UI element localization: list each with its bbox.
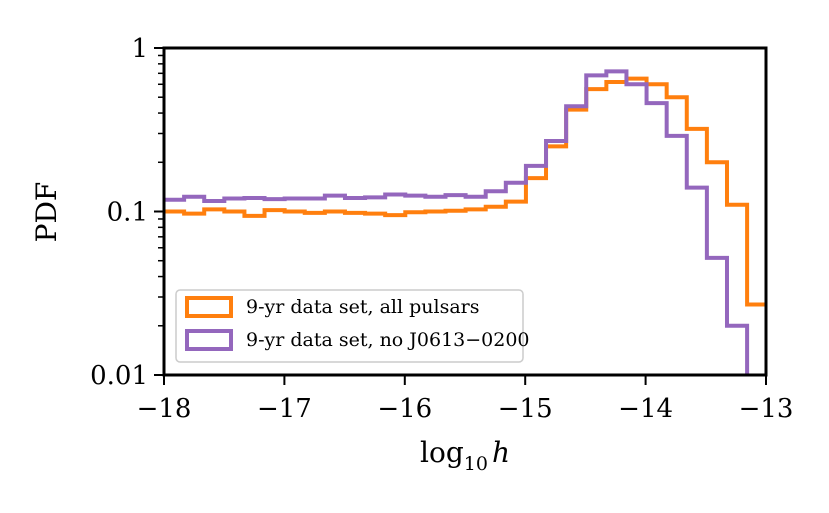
series-line-0	[164, 76, 766, 375]
x-axis-label-base: log	[420, 436, 464, 469]
series-layer	[164, 69, 766, 375]
x-tick-label: −17	[257, 394, 312, 424]
y-tick-label: 0.01	[90, 361, 148, 391]
legend-swatch-all-pulsars	[185, 296, 233, 318]
tick-layer: −18 −17 −16 −15 −14 −13 0.01 0.1 1	[90, 34, 793, 424]
series-line-1	[164, 69, 750, 375]
x-tick-label: −16	[377, 394, 432, 424]
x-tick-label: −14	[618, 394, 673, 424]
x-tick-label: −13	[739, 394, 794, 424]
x-tick-label: −18	[137, 394, 192, 424]
x-tick-label: −15	[498, 394, 553, 424]
x-axis-label-variable: h	[492, 436, 510, 469]
legend: 9-yr data set, all pulsars 9-yr data set…	[175, 289, 530, 363]
plot-frame	[162, 46, 768, 377]
legend-box	[175, 289, 524, 363]
legend-swatch-no-j0613	[185, 329, 233, 351]
legend-label-no-j0613: 9-yr data set, no J0613−0200	[246, 329, 530, 351]
y-axis-label: PDF	[30, 182, 63, 243]
y-tick-label: 0.1	[107, 198, 148, 228]
legend-label-all-pulsars: 9-yr data set, all pulsars	[246, 296, 479, 318]
y-tick-label: 1	[131, 34, 148, 64]
x-axis-label: log10 h	[420, 436, 510, 475]
x-axis-label-subscript: 10	[464, 453, 488, 475]
